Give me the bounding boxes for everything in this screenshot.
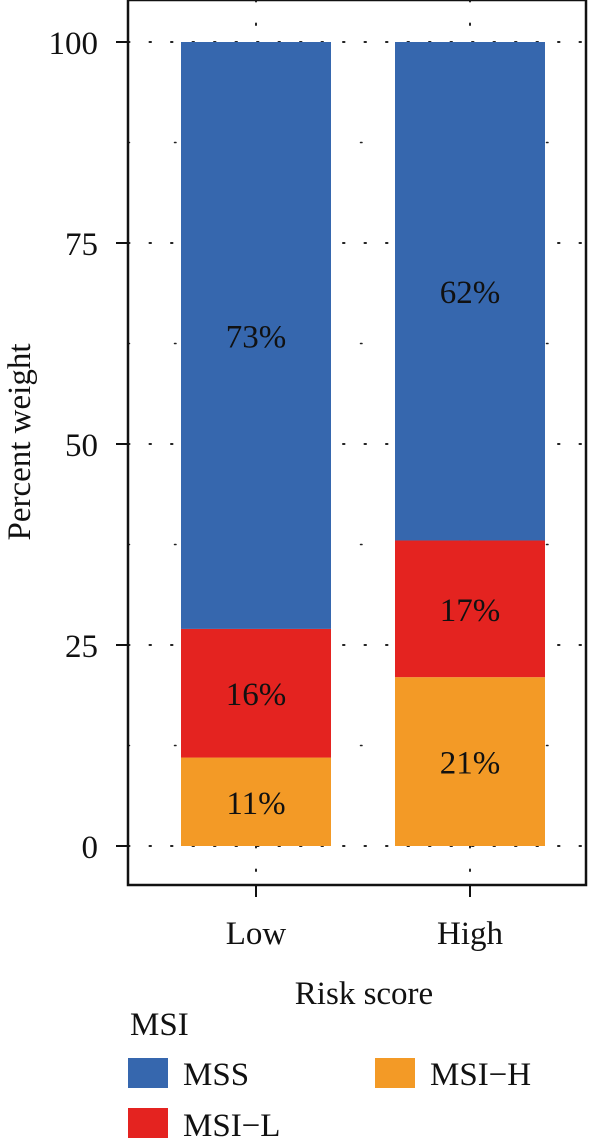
bar-high-msi-l <box>395 540 545 678</box>
bar-label-high-mss: 62% <box>440 275 501 311</box>
bars: 11% 16% 73% 21% 17% 62% <box>181 42 545 846</box>
bar-label-high-msi-l: 17% <box>440 593 501 629</box>
legend-swatch-mss <box>128 1058 168 1088</box>
bar-label-low-msi-l: 16% <box>226 677 287 713</box>
y-tick-label-50: 50 <box>65 428 98 464</box>
legend-swatch-msi-h <box>375 1058 415 1088</box>
legend-swatch-msi-l <box>128 1108 168 1138</box>
bar-high-msi-h <box>395 677 545 846</box>
x-axis-title: Risk score <box>295 976 433 1012</box>
y-tick-label-75: 75 <box>65 227 98 263</box>
legend: MSI MSS MSI−H MSI−L <box>128 1007 531 1140</box>
bar-label-low-mss: 73% <box>226 319 287 355</box>
bar-low-mss <box>181 42 331 629</box>
legend-label-msi-h: MSI−H <box>430 1057 531 1093</box>
legend-label-mss: MSS <box>183 1057 249 1093</box>
axes: 0 25 50 75 100 Low High <box>49 26 504 952</box>
x-tick-label-low: Low <box>226 916 287 952</box>
bar-label-high-msi-h: 21% <box>440 746 501 782</box>
bar-high-mss <box>395 42 545 541</box>
y-tick-label-0: 0 <box>82 830 99 866</box>
legend-label-msi-l: MSI−L <box>183 1108 280 1140</box>
plot-panel-border <box>126 0 588 887</box>
y-tick-label-25: 25 <box>65 629 98 665</box>
bar-low-msi-l <box>181 628 331 758</box>
bar-low-msi-h <box>181 757 331 846</box>
bar-label-low-msi-h: 11% <box>226 786 285 822</box>
x-tick-label-high: High <box>437 916 504 952</box>
legend-title: MSI <box>130 1007 189 1043</box>
y-tick-label-100: 100 <box>49 26 99 62</box>
y-axis-title: Percent weight <box>2 343 38 540</box>
